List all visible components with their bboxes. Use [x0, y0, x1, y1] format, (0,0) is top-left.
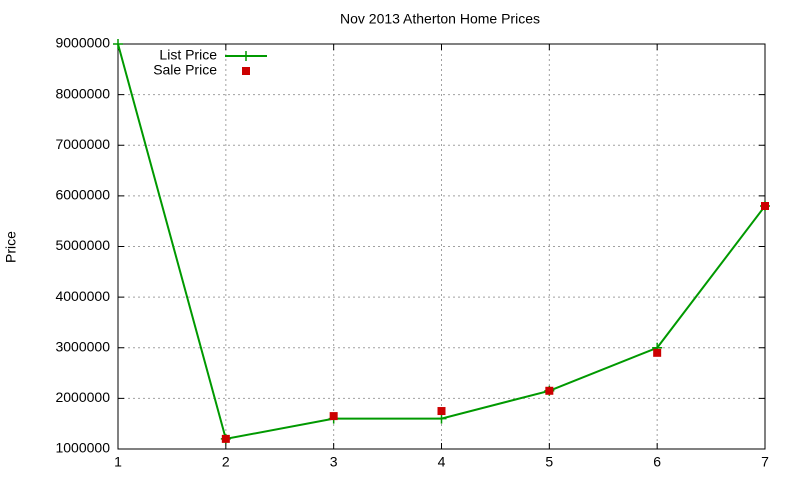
x-tick-label: 6 [653, 454, 661, 470]
x-tick-label: 1 [114, 454, 122, 470]
y-tick-label: 7000000 [55, 136, 110, 152]
y-axis-label: Price [3, 231, 19, 263]
data-point [113, 39, 123, 49]
legend-label: List Price [159, 47, 217, 63]
legend-marker [242, 67, 250, 75]
data-point [436, 413, 447, 424]
y-tick-label: 5000000 [55, 237, 110, 253]
data-point [761, 202, 769, 210]
x-tick-label: 7 [761, 454, 769, 470]
data-point [221, 434, 230, 443]
data-point [437, 407, 446, 416]
data-point [545, 386, 554, 395]
x-tick-label: 4 [438, 454, 446, 470]
y-tick-label: 3000000 [55, 338, 110, 354]
x-tick-label: 2 [222, 454, 230, 470]
chart-title: Nov 2013 Atherton Home Prices [340, 11, 540, 27]
y-tick-label: 2000000 [55, 389, 110, 405]
x-tick-label: 5 [545, 454, 553, 470]
y-tick-label: 1000000 [55, 440, 110, 456]
plot-frame [117, 43, 766, 450]
data-point [329, 412, 338, 421]
data-point [653, 348, 662, 357]
legend-label: Sale Price [153, 62, 217, 78]
y-tick-label: 6000000 [55, 187, 110, 203]
y-tick-label: 4000000 [55, 288, 110, 304]
legend-marker [241, 51, 251, 61]
y-tick-label: 9000000 [55, 35, 110, 51]
y-tick-label: 8000000 [55, 85, 110, 101]
x-tick-label: 3 [330, 454, 338, 470]
